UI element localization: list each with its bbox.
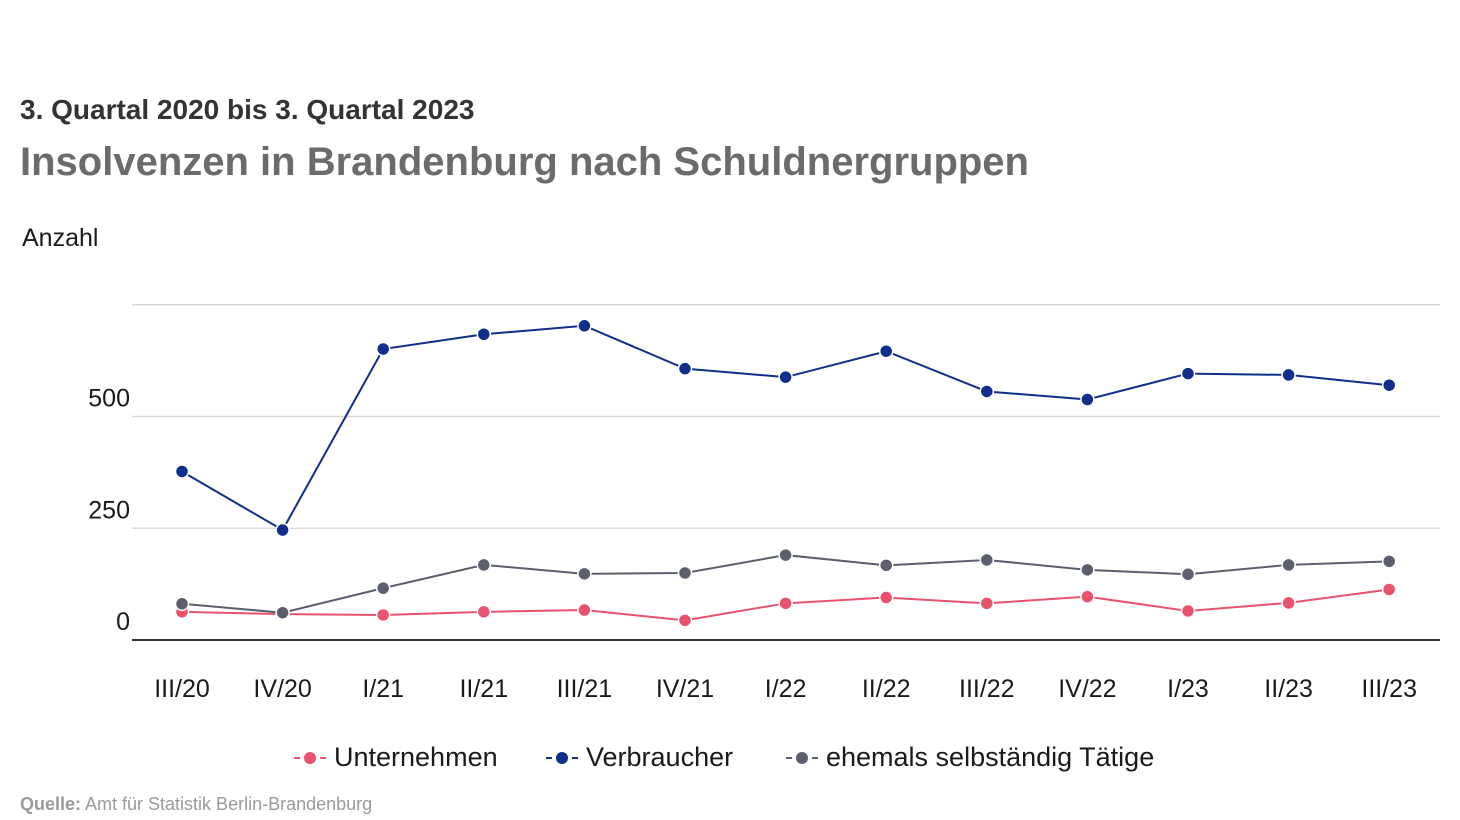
x-tick-label: IV/21 <box>656 675 714 703</box>
x-tick-label: III/20 <box>154 675 210 703</box>
data-point <box>476 327 492 342</box>
data-point <box>1080 589 1095 604</box>
data-point <box>778 547 793 563</box>
legend: Unternehmen Verbraucher ehemals selbständi… <box>0 742 1460 782</box>
source-note: Quelle: Amt für Statistik Berlin-Branden… <box>20 794 372 815</box>
legend-label: ehemals selbständig Tätige <box>826 742 1155 772</box>
x-tick-label: II/21 <box>459 675 508 703</box>
legend-label: Unternehmen <box>334 742 498 772</box>
data-point <box>979 384 995 399</box>
data-point <box>174 596 190 612</box>
data-point <box>677 361 693 376</box>
data-point <box>476 604 492 620</box>
data-point <box>1180 603 1196 619</box>
data-point <box>878 558 894 573</box>
data-point <box>1281 367 1296 383</box>
data-point <box>577 602 592 618</box>
data-point <box>1180 366 1196 381</box>
legend-item[interactable]: Verbraucher <box>544 742 733 773</box>
data-point <box>1381 377 1397 393</box>
x-tick-label: II/22 <box>862 675 911 703</box>
chart-subtitle: 3. Quartal 2020 bis 3. Quartal 2023 <box>20 94 475 125</box>
data-point <box>275 605 290 620</box>
legend-label: Verbraucher <box>586 742 734 772</box>
data-point <box>375 580 391 596</box>
x-tick-label: III/22 <box>959 675 1015 703</box>
data-point <box>1180 567 1196 582</box>
data-point <box>979 552 995 568</box>
legend-item[interactable]: ehemals selbständig Tätige <box>784 742 1154 773</box>
x-tick-label: IV/22 <box>1058 675 1116 703</box>
data-point <box>577 318 592 334</box>
data-point <box>778 596 793 611</box>
source-text: Amt für Statistik Berlin-Brandenburg <box>85 794 373 814</box>
data-point <box>1080 392 1095 407</box>
data-point <box>878 590 894 605</box>
legend-marker-icon <box>786 751 818 764</box>
data-point <box>878 343 894 359</box>
data-point <box>577 566 592 582</box>
legend-item[interactable]: Unternehmen <box>292 742 498 773</box>
data-point <box>677 565 693 581</box>
source-label: Quelle: <box>20 794 82 814</box>
x-tick-label: I/21 <box>362 675 404 703</box>
y-tick-label: 250 <box>88 496 130 524</box>
legend-marker-icon <box>546 751 578 764</box>
x-tick-label: III/21 <box>557 675 613 703</box>
x-tick-label: I/22 <box>765 675 807 703</box>
x-tick-label: II/23 <box>1264 675 1313 703</box>
data-point <box>1080 562 1095 578</box>
x-tick-label: IV/20 <box>253 675 311 703</box>
data-point <box>778 369 793 385</box>
y-tick-label: 0 <box>116 608 130 636</box>
data-point <box>677 613 693 628</box>
data-point <box>1281 557 1296 573</box>
data-point <box>174 464 190 479</box>
data-point <box>1281 595 1296 611</box>
y-tick-label: 500 <box>88 385 130 413</box>
data-point <box>275 522 290 538</box>
data-point <box>1381 582 1397 597</box>
data-point <box>375 607 391 623</box>
data-point <box>375 341 391 357</box>
data-point <box>476 557 492 573</box>
x-tick-label: I/23 <box>1167 675 1209 703</box>
legend-marker-icon <box>294 751 326 764</box>
series-line <box>181 324 1390 532</box>
data-point <box>1381 554 1397 569</box>
y-axis-label: Anzahl <box>22 224 99 252</box>
data-point <box>979 596 995 611</box>
x-tick-label: III/23 <box>1361 675 1417 703</box>
chart-title: Insolvenzen in Brandenburg nach Schuldne… <box>20 140 1029 184</box>
